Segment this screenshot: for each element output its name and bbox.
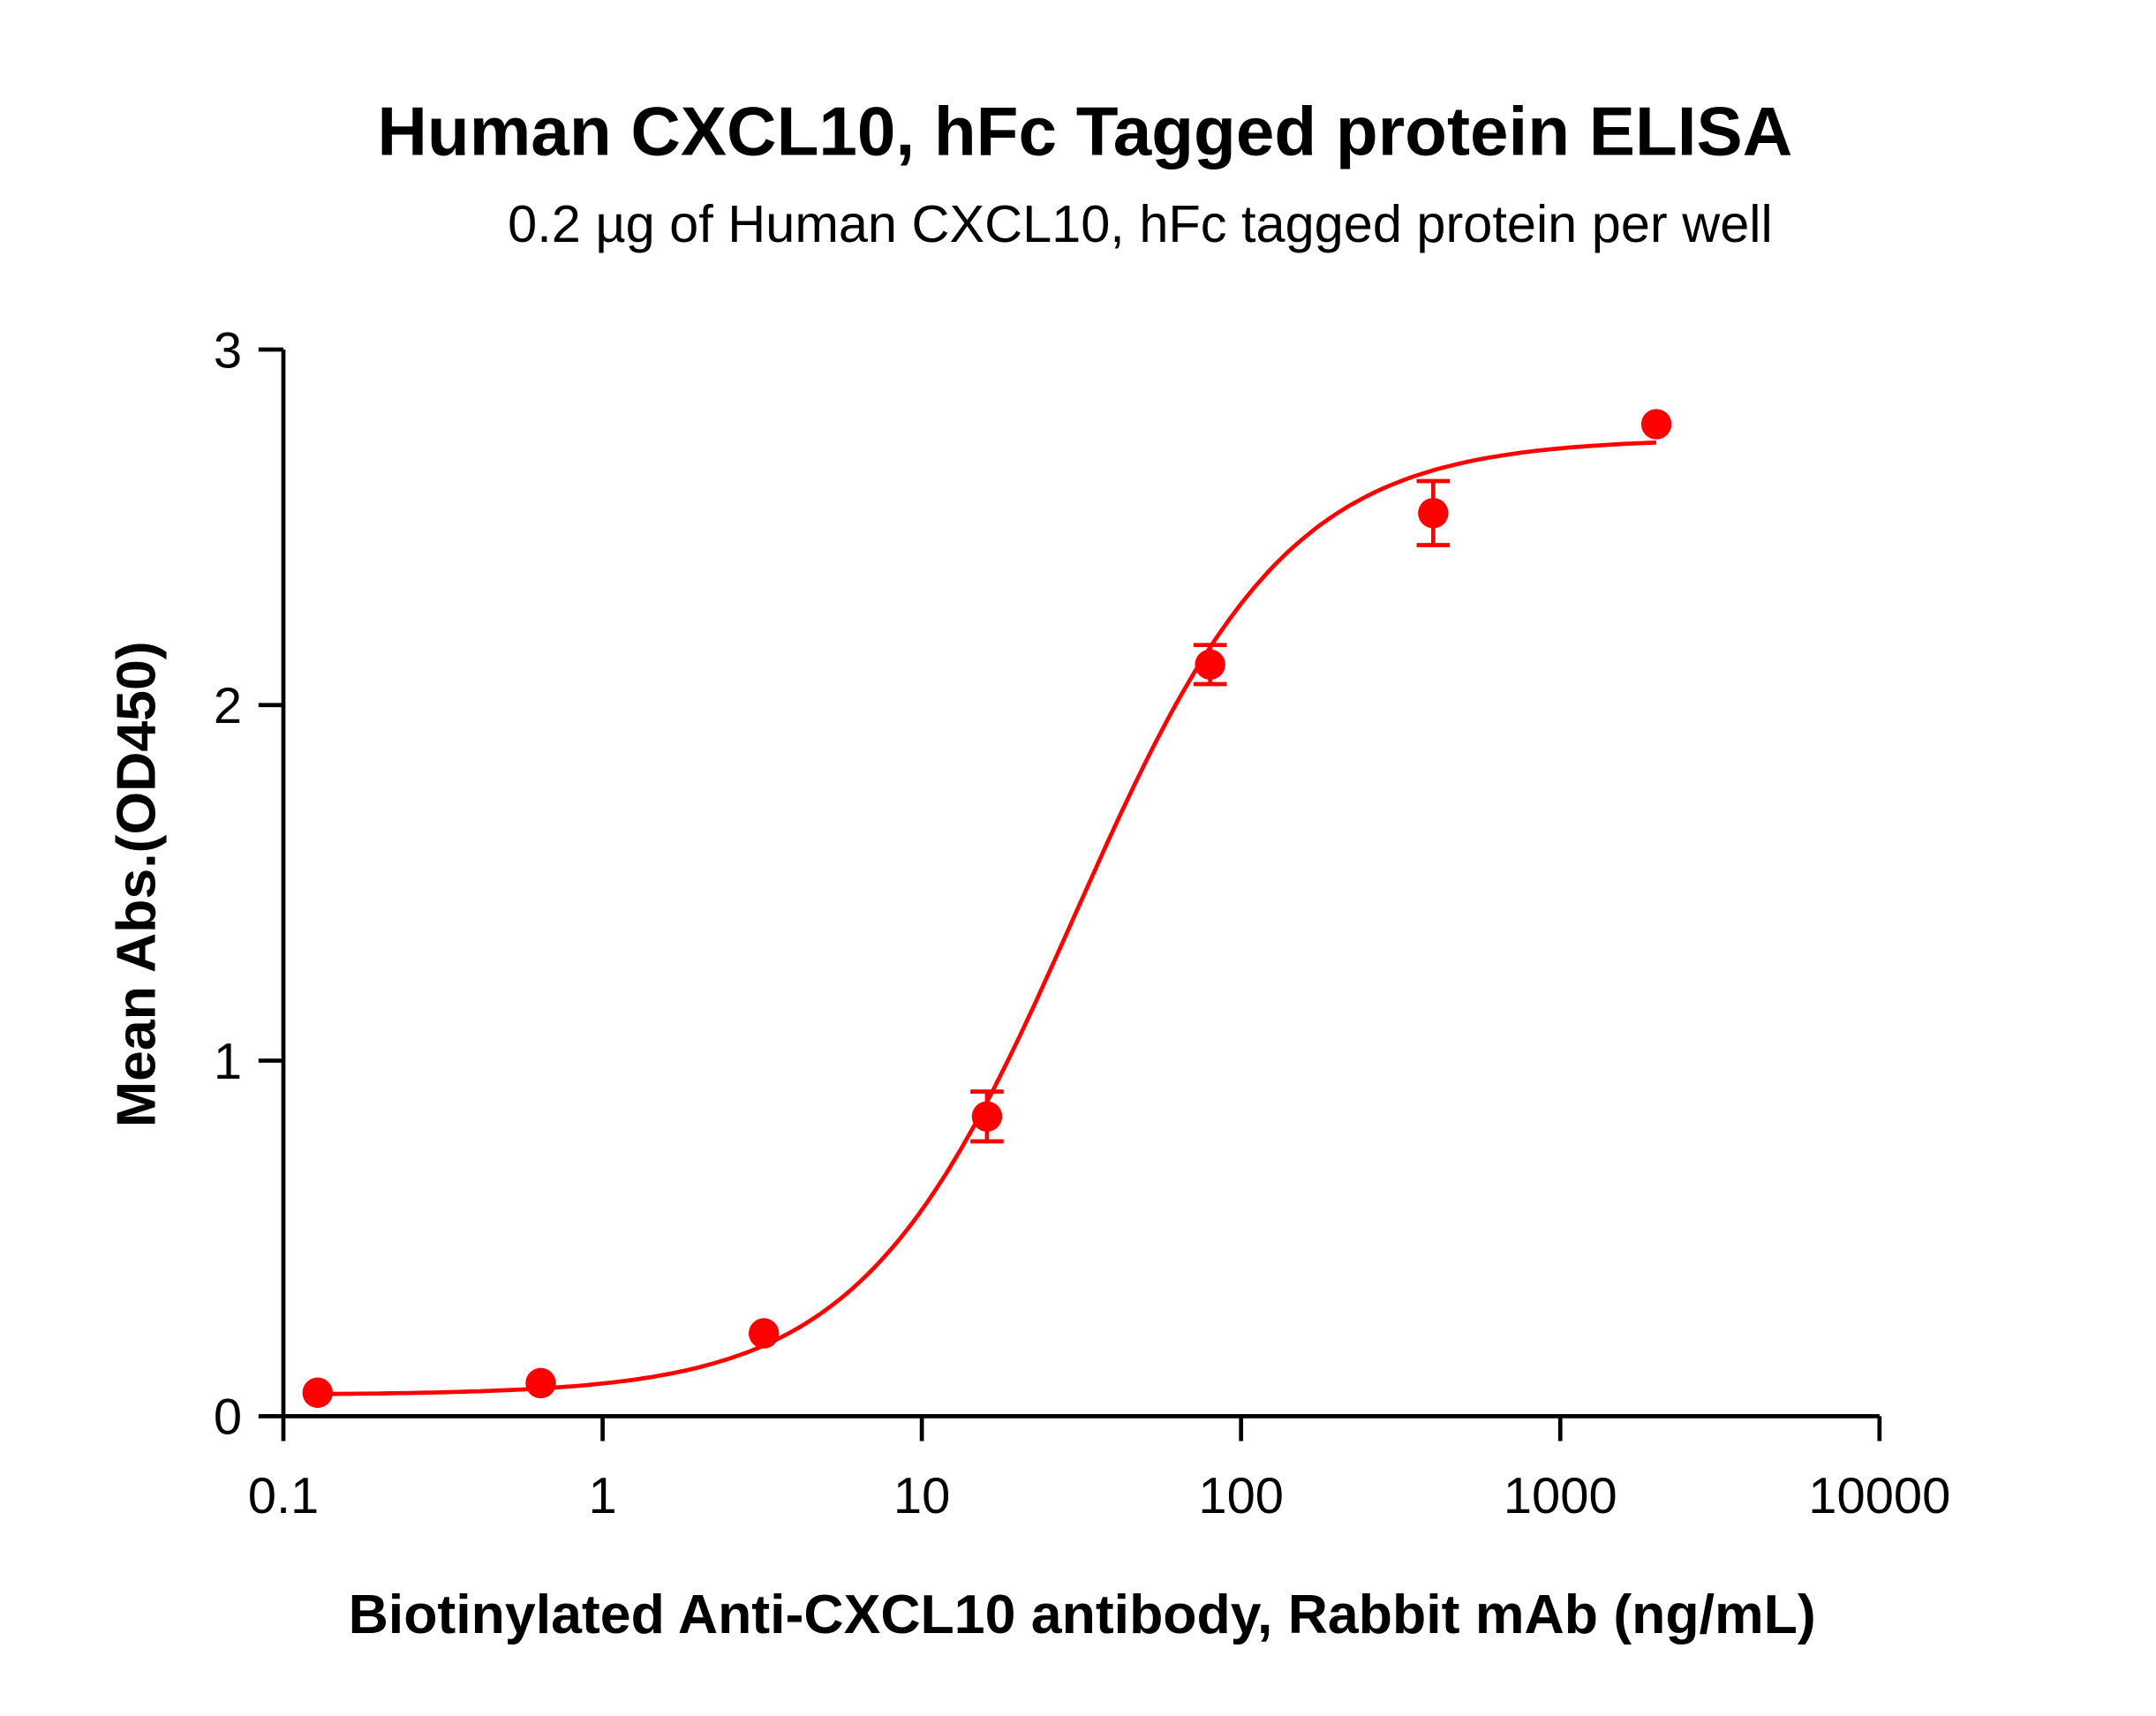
data-point bbox=[525, 1367, 556, 1399]
data-points bbox=[302, 409, 1672, 1408]
x-tick-label: 0.1 bbox=[248, 1468, 320, 1524]
x-tick-label: 10000 bbox=[1808, 1468, 1950, 1524]
chart-subtitle: 0.2 µg of Human CXCL10, hFc tagged prote… bbox=[508, 194, 1773, 253]
fit-curve-group bbox=[317, 440, 1657, 1396]
y-tick-label: 3 bbox=[214, 322, 242, 379]
x-tick-label: 100 bbox=[1198, 1468, 1284, 1524]
x-tick-label: 10 bbox=[893, 1468, 950, 1524]
data-point bbox=[1418, 498, 1449, 529]
fit-curve bbox=[317, 440, 1657, 1396]
y-tick-label: 1 bbox=[214, 1034, 242, 1090]
data-point bbox=[748, 1318, 780, 1349]
axes: 0.1 1 10 100 1000 10000 0 1 2 3 bbox=[214, 322, 1951, 1524]
x-axis-label: Biotinylated Anti-CXCL10 antibody, Rabbi… bbox=[349, 1584, 1816, 1645]
x-tick-label: 1000 bbox=[1504, 1468, 1617, 1524]
y-tick-label: 2 bbox=[214, 678, 242, 734]
data-point bbox=[971, 1101, 1003, 1133]
chart-title: Human CXCL10, hFc Tagged protein ELISA bbox=[377, 92, 1792, 169]
data-point bbox=[1640, 409, 1672, 440]
data-point bbox=[302, 1377, 333, 1408]
y-axis-label: Mean Abs.(OD450) bbox=[105, 641, 167, 1127]
x-tick-label: 1 bbox=[588, 1468, 616, 1524]
y-tick-label: 0 bbox=[214, 1389, 242, 1446]
data-point bbox=[1195, 649, 1225, 681]
